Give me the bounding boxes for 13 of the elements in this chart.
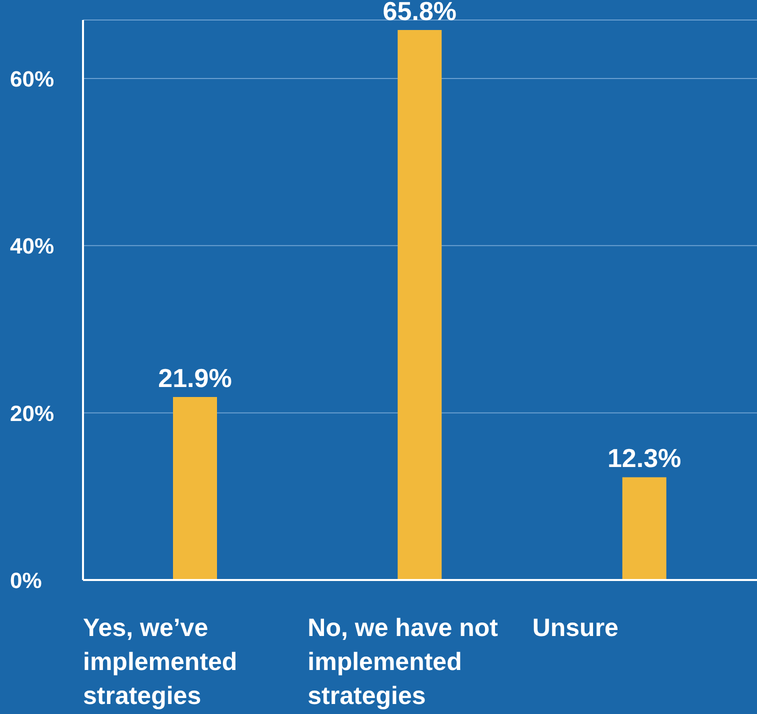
data-label: 65.8% — [382, 0, 457, 26]
y-tick-label: 20% — [10, 400, 54, 426]
data-label: 12.3% — [607, 443, 682, 474]
x-tick-label: Unsure — [532, 614, 619, 642]
bar — [622, 477, 666, 580]
x-tick-label: No, we have not implemented strategies — [308, 614, 499, 710]
bar — [173, 396, 217, 580]
data-label: 21.9% — [158, 362, 232, 393]
bar — [398, 30, 442, 580]
y-tick-label: 40% — [10, 234, 54, 259]
y-tick-label: 60% — [10, 66, 54, 92]
x-tick-label: Yes, we’ve implemented strategies — [83, 614, 238, 710]
y-tick-label: 0% — [10, 568, 42, 593]
